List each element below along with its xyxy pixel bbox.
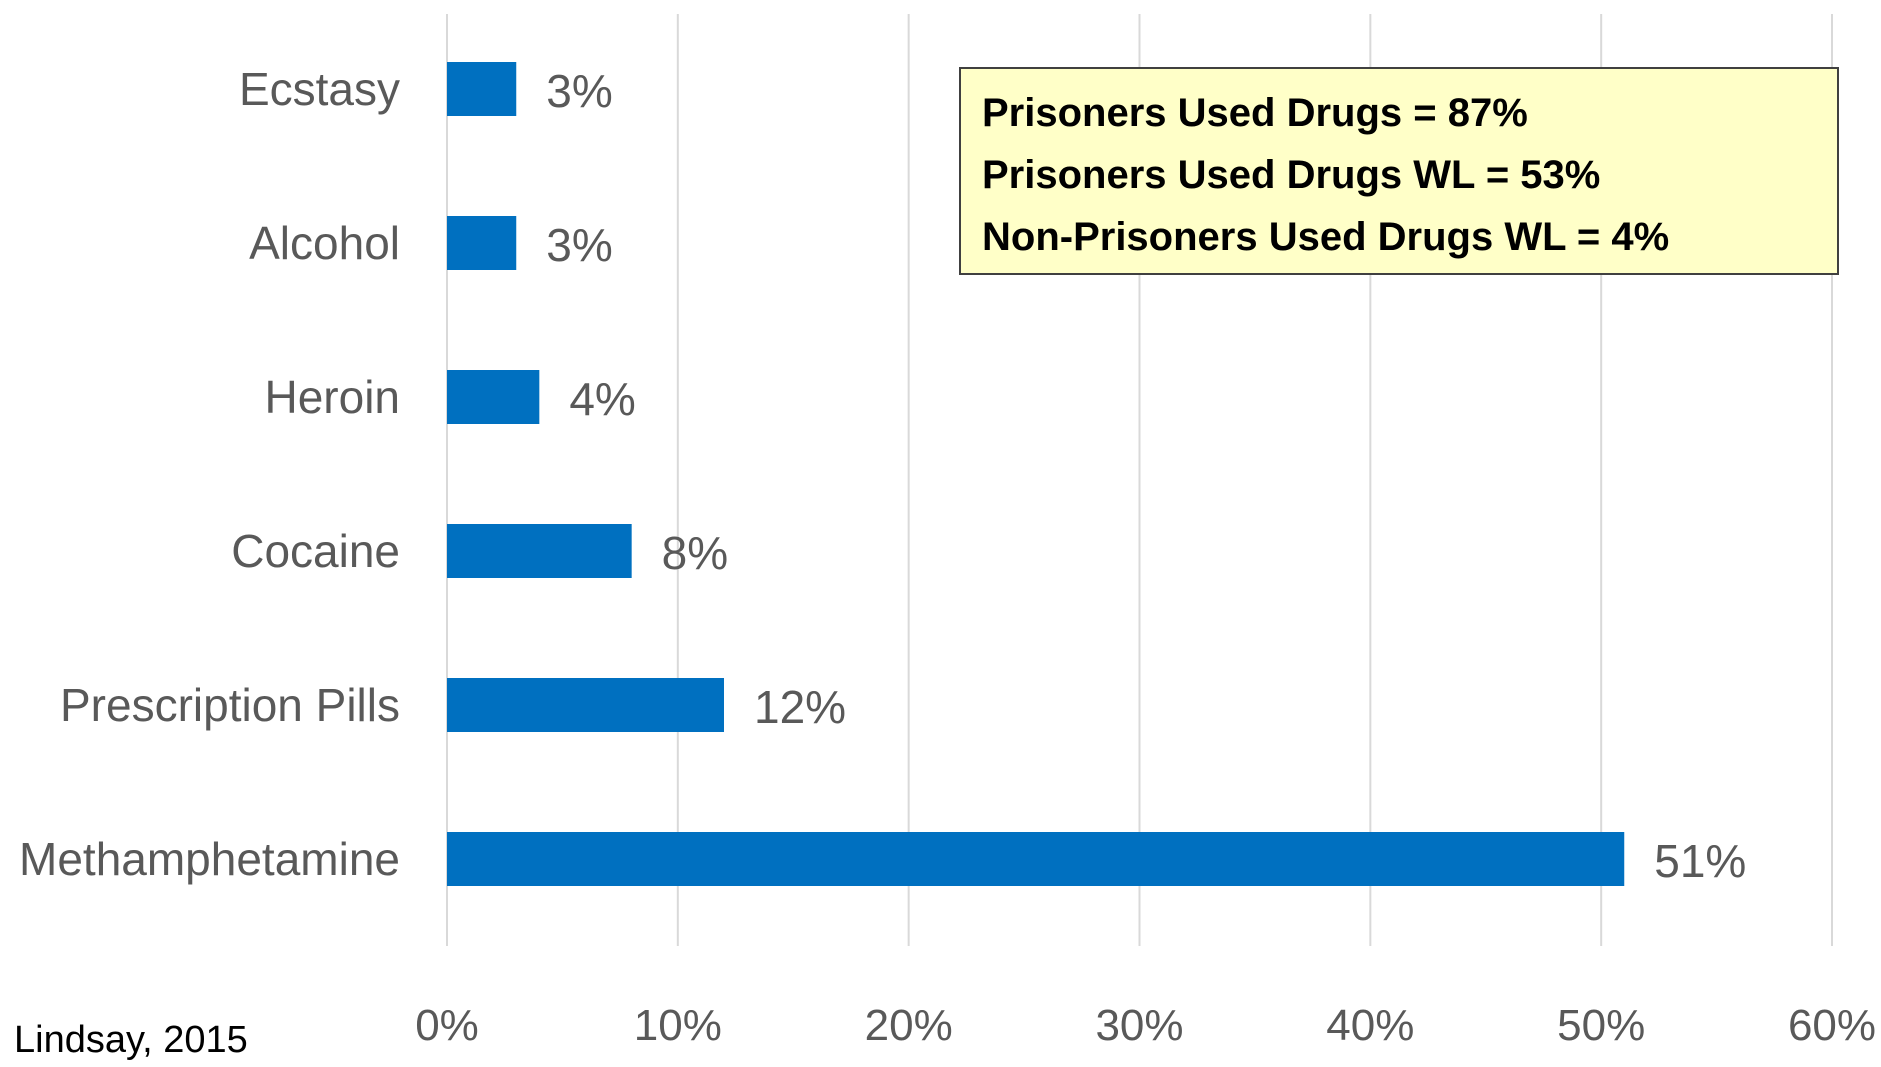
data-label: 51% — [1654, 835, 1746, 887]
source-label: Lindsay, 2015 — [14, 1019, 248, 1061]
annotation-box: Prisoners Used Drugs = 87% Prisoners Used… — [959, 67, 1839, 275]
x-tick-label: 50% — [1557, 1001, 1645, 1050]
bar — [447, 678, 724, 732]
annotation-line: Non-Prisoners Used Drugs WL = 4% — [982, 215, 1669, 259]
x-tick-label: 20% — [865, 1001, 953, 1050]
bar — [447, 524, 632, 578]
data-label: 3% — [546, 65, 612, 117]
category-label: Heroin — [264, 371, 400, 423]
data-label: 12% — [754, 681, 846, 733]
category-label: Ecstasy — [239, 63, 400, 115]
category-label: Methamphetamine — [19, 833, 400, 885]
data-label: 8% — [662, 527, 728, 579]
annotation-line: Prisoners Used Drugs WL = 53% — [982, 153, 1600, 197]
x-tick-label: 40% — [1326, 1001, 1414, 1050]
bar — [447, 832, 1625, 886]
annotation-box-frame — [959, 67, 1839, 275]
x-tick-label: 60% — [1788, 1001, 1876, 1050]
bar — [447, 216, 517, 270]
annotation-line: Prisoners Used Drugs = 87% — [982, 91, 1528, 135]
bars — [447, 62, 1625, 886]
category-label: Prescription Pills — [60, 679, 400, 731]
category-label: Alcohol — [249, 217, 400, 269]
labels: 0% 10% 20% 30% 40% 50% 60% Ecstasy 3% Alcohol 3% He… — [19, 63, 1876, 1050]
bar — [447, 370, 540, 424]
x-tick-label: 0% — [415, 1001, 479, 1050]
data-label: 4% — [569, 373, 635, 425]
data-label: 3% — [546, 219, 612, 271]
x-tick-label: 10% — [634, 1001, 722, 1050]
bar — [447, 62, 517, 116]
x-tick-label: 30% — [1095, 1001, 1183, 1050]
category-label: Cocaine — [231, 525, 400, 577]
